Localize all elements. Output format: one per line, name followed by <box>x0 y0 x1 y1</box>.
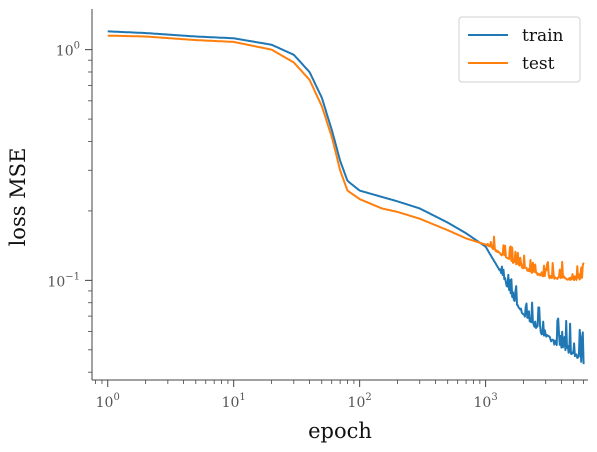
legend: train test <box>458 16 581 83</box>
test-line <box>107 34 585 282</box>
train-line <box>107 30 585 365</box>
legend-frame <box>458 16 581 83</box>
x-tick-label: 103 <box>474 392 498 411</box>
y-tick-label: 10−1 <box>47 271 80 290</box>
tick-labels: 100 101 102 103 100 10−1 <box>47 41 497 411</box>
y-tick-label: 100 <box>56 41 80 60</box>
x-tick-label: 100 <box>96 392 120 411</box>
x-tick-label: 102 <box>348 392 372 411</box>
minor-ticks <box>88 59 585 384</box>
legend-label-train: train <box>522 26 564 46</box>
x-axis-label: epoch <box>308 419 372 443</box>
major-ticks <box>85 49 487 387</box>
y-axis-label: loss MSE <box>6 148 30 247</box>
series-layer <box>107 30 585 365</box>
x-tick-label: 101 <box>222 392 246 411</box>
legend-label-test: test <box>522 54 555 74</box>
